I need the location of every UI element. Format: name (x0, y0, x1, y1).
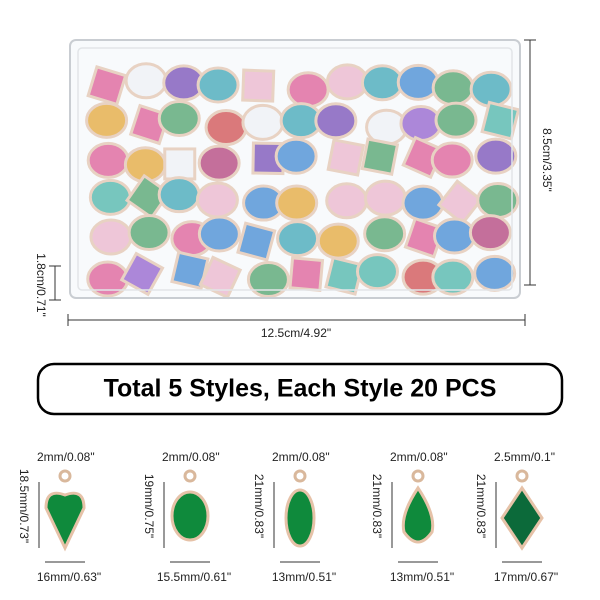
gem (157, 99, 201, 137)
width-label: 16mm/0.63" (37, 570, 101, 584)
rhombus-pendant (500, 485, 544, 551)
pendant-row: 2mm/0.08" 18.5mm/0.73" 16mm/0.63" 2mm/0.08"… (17, 450, 558, 584)
gem (198, 255, 243, 300)
heart-pendant (44, 491, 86, 552)
gem (86, 65, 128, 107)
oval-pendant (284, 488, 316, 548)
gem (355, 253, 399, 291)
height-label: 21mm/0.83" (474, 474, 488, 538)
gem (434, 101, 478, 139)
gem (197, 215, 241, 253)
hole-size-label: 2mm/0.08" (37, 450, 95, 464)
jump-ring (515, 469, 529, 483)
gem (288, 256, 325, 292)
jump-ring (183, 469, 197, 483)
jump-ring (293, 469, 307, 483)
width-label: 13mm/0.51" (272, 570, 336, 584)
oval-pendant (170, 490, 210, 542)
gem (246, 260, 290, 298)
gem (127, 214, 171, 252)
gem (326, 138, 366, 177)
height-label: 19mm/0.75" (142, 474, 156, 538)
gem (474, 137, 518, 175)
gem (480, 100, 521, 141)
gem (314, 102, 358, 140)
gem (274, 137, 318, 175)
gem (436, 179, 484, 226)
height-label: 21mm/0.83" (370, 474, 384, 538)
box-depth-label: 1.8cm/0.71" (34, 253, 48, 317)
gem (119, 251, 165, 297)
banner-frame (36, 362, 564, 416)
gem (236, 221, 277, 262)
gem (468, 214, 512, 252)
box-height-label: 8.5cm/3.35" (540, 128, 554, 192)
jump-ring (411, 469, 425, 483)
width-label: 17mm/0.67" (494, 570, 558, 584)
height-label: 21mm/0.83" (252, 474, 266, 538)
gem (360, 137, 400, 176)
jump-ring (58, 469, 72, 483)
gem (241, 68, 276, 103)
plastic-box (69, 39, 521, 299)
width-label: 15.5mm/0.61" (157, 570, 231, 584)
width-label: 13mm/0.51" (390, 570, 454, 584)
hole-size-label: 2.5mm/0.1" (494, 450, 555, 464)
hole-size-label: 2mm/0.08" (390, 450, 448, 464)
gem (196, 66, 240, 104)
gem (85, 101, 129, 139)
banner-text: Total 5 Styles, Each Style 20 PCS (104, 375, 497, 403)
box-width-label: 12.5cm/4.92" (261, 326, 331, 340)
drop-pendant (401, 485, 435, 544)
gem (197, 144, 241, 182)
gem-pile (85, 62, 521, 300)
gem (430, 141, 474, 179)
gem (275, 184, 319, 222)
hole-size-label: 2mm/0.08" (272, 450, 330, 464)
box-lid-edge (77, 47, 513, 291)
height-label: 18.5mm/0.73" (17, 469, 31, 543)
gem (431, 258, 475, 296)
gem (124, 173, 171, 220)
gem (363, 215, 407, 253)
hole-size-label: 2mm/0.08" (162, 450, 220, 464)
